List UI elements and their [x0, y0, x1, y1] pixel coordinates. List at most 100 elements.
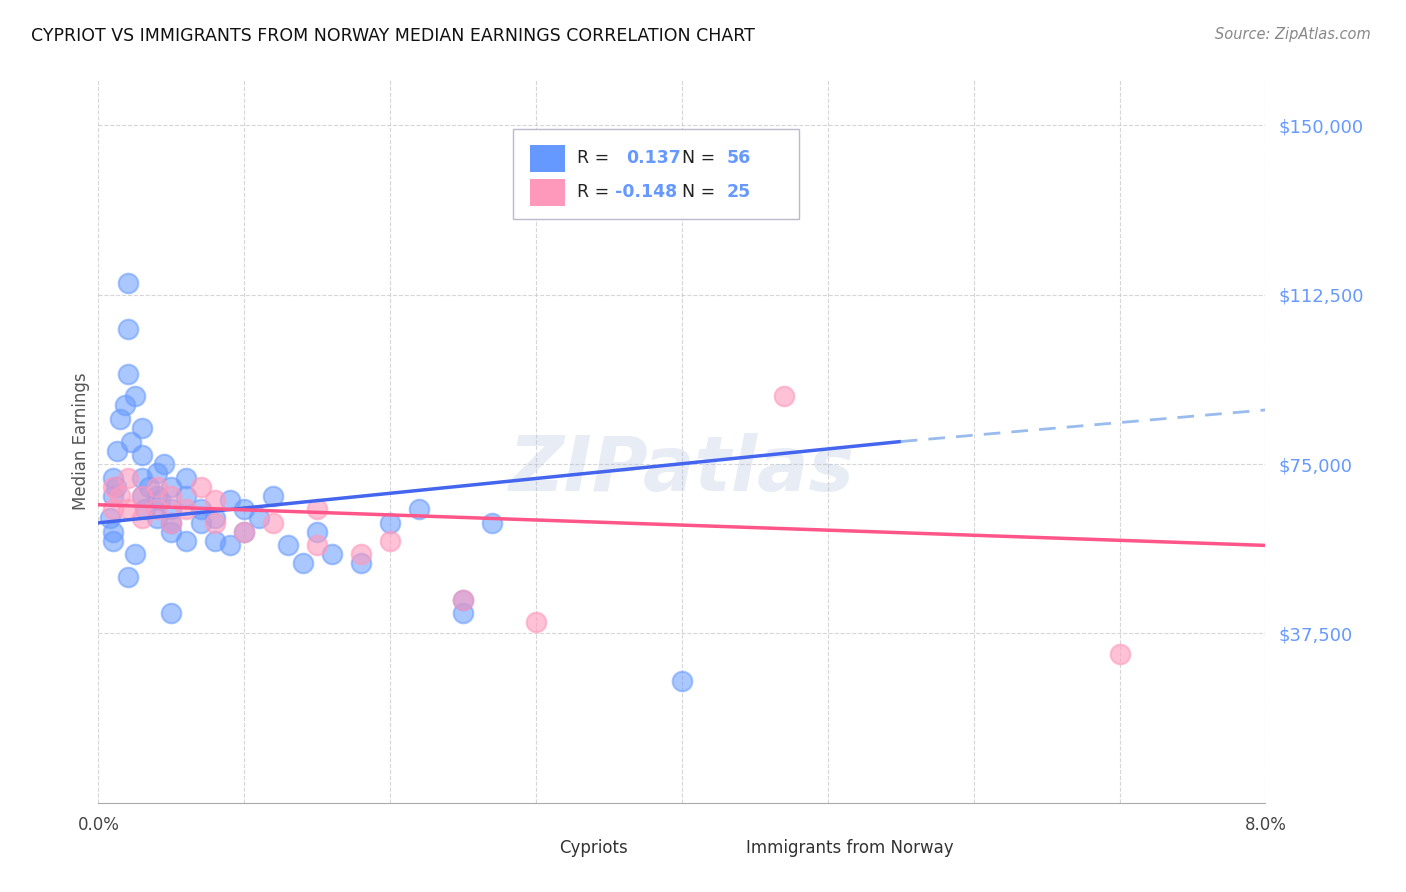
Text: 56: 56 — [727, 149, 751, 168]
Text: N =: N = — [682, 183, 721, 202]
Point — [131, 470, 153, 484]
Point — [233, 524, 256, 539]
Point — [773, 389, 796, 403]
FancyBboxPatch shape — [513, 128, 799, 219]
FancyBboxPatch shape — [530, 178, 565, 206]
Point — [101, 470, 124, 484]
Point — [204, 511, 226, 525]
Point — [307, 538, 329, 552]
Point — [138, 480, 160, 494]
Text: ZIPatlas: ZIPatlas — [509, 434, 855, 508]
Point — [160, 516, 183, 530]
Text: Cypriots: Cypriots — [560, 839, 628, 857]
Point — [120, 434, 142, 449]
Point — [233, 524, 256, 539]
Point — [101, 502, 124, 516]
Point — [146, 466, 169, 480]
Point — [101, 480, 124, 494]
Point — [117, 570, 139, 584]
Text: Source: ZipAtlas.com: Source: ZipAtlas.com — [1215, 27, 1371, 42]
Point — [247, 511, 270, 525]
Point — [117, 470, 139, 484]
FancyBboxPatch shape — [706, 838, 741, 859]
Point — [124, 548, 146, 562]
FancyBboxPatch shape — [530, 145, 565, 172]
Point — [174, 502, 197, 516]
Point — [146, 502, 169, 516]
Point — [451, 592, 474, 607]
Point — [160, 489, 183, 503]
Point — [204, 493, 226, 508]
Point — [104, 480, 127, 494]
Point — [307, 502, 329, 516]
Point — [101, 524, 124, 539]
Point — [524, 615, 547, 630]
Point — [101, 489, 124, 503]
Point — [451, 606, 474, 620]
Point — [110, 489, 132, 503]
Point — [307, 524, 329, 539]
Point — [291, 557, 314, 571]
Y-axis label: Median Earnings: Median Earnings — [72, 373, 90, 510]
Point — [117, 367, 139, 381]
Point — [114, 398, 136, 412]
Text: Immigrants from Norway: Immigrants from Norway — [747, 839, 953, 857]
Text: R =: R = — [576, 183, 614, 202]
Point — [131, 489, 153, 503]
Point — [146, 511, 169, 525]
Point — [190, 480, 212, 494]
Point — [190, 516, 212, 530]
Point — [408, 502, 430, 516]
Text: 25: 25 — [727, 183, 751, 202]
Point — [131, 511, 153, 525]
Point — [277, 538, 299, 552]
Text: N =: N = — [682, 149, 721, 168]
Point — [131, 421, 153, 435]
Point — [218, 493, 240, 508]
Point — [350, 557, 373, 571]
Point — [262, 489, 284, 503]
Point — [671, 673, 693, 688]
Point — [117, 321, 139, 335]
Point — [262, 516, 284, 530]
Point — [101, 533, 124, 548]
Point — [380, 533, 402, 548]
Point — [321, 548, 343, 562]
Point — [149, 493, 172, 508]
Point — [233, 502, 256, 516]
Point — [131, 489, 153, 503]
Point — [204, 516, 226, 530]
Point — [174, 533, 197, 548]
Point — [380, 516, 402, 530]
Point — [131, 448, 153, 462]
Point — [160, 606, 183, 620]
Point — [117, 277, 139, 291]
Point — [190, 502, 212, 516]
Text: CYPRIOT VS IMMIGRANTS FROM NORWAY MEDIAN EARNINGS CORRELATION CHART: CYPRIOT VS IMMIGRANTS FROM NORWAY MEDIAN… — [31, 27, 755, 45]
Point — [350, 548, 373, 562]
Text: R =: R = — [576, 149, 614, 168]
Point — [160, 516, 183, 530]
Point — [451, 592, 474, 607]
Point — [160, 524, 183, 539]
Point — [1108, 647, 1130, 661]
Text: 0.137: 0.137 — [626, 149, 681, 168]
Point — [124, 389, 146, 403]
Point — [110, 412, 132, 426]
Point — [204, 533, 226, 548]
Point — [117, 502, 139, 516]
Point — [160, 502, 183, 516]
Point — [160, 480, 183, 494]
Point — [146, 489, 169, 503]
Point — [218, 538, 240, 552]
Point — [174, 470, 197, 484]
Point — [98, 511, 121, 525]
Point — [146, 480, 169, 494]
FancyBboxPatch shape — [519, 838, 554, 859]
Point — [153, 457, 176, 471]
Point — [481, 516, 503, 530]
Point — [134, 502, 156, 516]
Text: -0.148: -0.148 — [616, 183, 678, 202]
Point — [174, 489, 197, 503]
Point — [105, 443, 128, 458]
